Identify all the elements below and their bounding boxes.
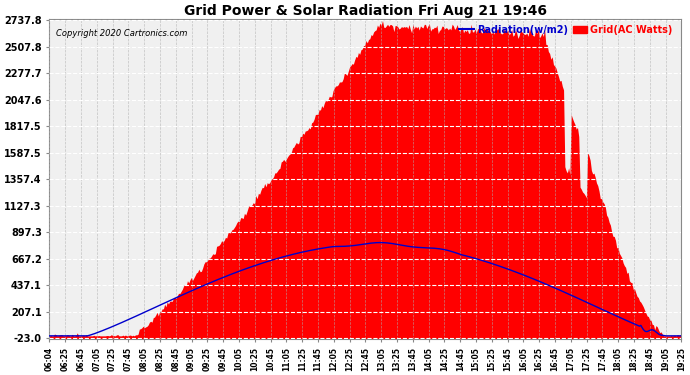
- Title: Grid Power & Solar Radiation Fri Aug 21 19:46: Grid Power & Solar Radiation Fri Aug 21 …: [184, 4, 547, 18]
- Text: Copyright 2020 Cartronics.com: Copyright 2020 Cartronics.com: [56, 29, 187, 38]
- Legend: Radiation(w/m2), Grid(AC Watts): Radiation(w/m2), Grid(AC Watts): [455, 21, 676, 39]
